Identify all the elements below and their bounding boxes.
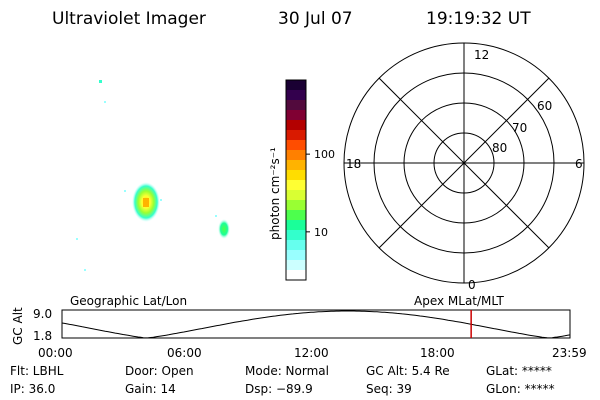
speck [124,190,126,192]
speck [99,80,102,83]
mlt-label-18: 18 [346,157,361,171]
polar-plot: 12 0 18 6 60 70 80 [343,42,585,292]
aurora-blob-core [143,198,149,207]
info-door: Door: Open [125,364,194,378]
instrument-info: Flt: LBHL Door: Open Mode: Normal GC Alt… [10,364,555,396]
color-bar-swatch [286,270,306,281]
info-gain: Gain: 14 [125,382,176,396]
orbit-x-tick-2359: 23:59 [552,346,587,360]
lat-label-80: 80 [492,141,507,155]
orbit-y-axis-label: GC Alt [11,307,25,345]
color-bar-swatch [286,170,306,181]
color-bar-swatch [286,210,306,221]
color-bar-swatch [286,260,306,271]
orbit-x-tick-1200: 12:00 [294,346,329,360]
orbit-x-tick-1800: 18:00 [420,346,455,360]
orbit-x-tick-0000: 00:00 [38,346,73,360]
orbit-frame [61,309,571,339]
color-bar-swatch [286,230,306,241]
mlt-label-6: 6 [575,157,583,171]
color-bar-swatch [286,110,306,121]
info-glon: GLon: ***** [486,382,555,396]
color-bar-swatch [286,180,306,191]
color-bar: 100 10 photon cm⁻²s⁻¹ [268,79,335,281]
color-bar-swatch [286,130,306,141]
orbit-altitude-plot: Geographic Lat/Lon Apex MLat/MLT GC Alt … [11,294,587,360]
orbit-y-tick-bottom: 1.8 [33,329,52,343]
info-ip: IP: 36.0 [10,382,55,396]
instrument-title: Ultraviolet Imager [52,9,206,29]
color-bar-swatch [286,120,306,131]
speck [84,269,86,271]
color-bar-swatches [286,80,306,281]
color-bar-swatch [286,250,306,261]
color-bar-tick-label: 10 [314,226,328,239]
speck [76,238,78,240]
time-label: 19:19:32 UT [426,9,531,29]
orbit-right-caption: Apex MLat/MLT [414,294,504,308]
aurora-blob-small [218,219,230,239]
color-bar-frame [285,79,307,281]
color-bar-swatch [286,90,306,101]
mlt-label-0: 0 [468,278,476,292]
speck [104,101,106,103]
color-bar-swatch [286,80,306,91]
orbit-y-tick-top: 9.0 [33,307,52,321]
color-bar-swatch [286,220,306,231]
uv-image [76,80,230,271]
polar-diagonal [378,77,550,249]
info-seq: Seq: 39 [366,382,412,396]
color-bar-swatch [286,160,306,171]
lat-label-60: 60 [537,99,552,113]
color-bar-swatch [286,190,306,201]
color-bar-unit-label: photon cm⁻²s⁻¹ [268,147,282,240]
color-bar-swatch [286,240,306,251]
orbit-left-caption: Geographic Lat/Lon [70,294,187,308]
lat-label-70: 70 [512,121,527,135]
info-gc-alt: GC Alt: 5.4 Re [366,364,450,378]
speck [215,215,217,217]
info-filter: Flt: LBHL [10,364,64,378]
info-mode: Mode: Normal [245,364,329,378]
info-glat: GLat: ***** [486,364,552,378]
color-bar-swatch [286,200,306,211]
color-bar-swatch [286,100,306,111]
mlt-label-12: 12 [474,48,489,62]
speck [160,199,162,201]
color-bar-swatch [286,140,306,151]
orbit-altitude-curve [61,310,571,339]
color-bar-tick-label: 100 [314,148,335,161]
date-label: 30 Jul 07 [278,9,353,29]
orbit-x-tick-0600: 06:00 [167,346,202,360]
color-bar-swatch [286,150,306,161]
info-dsp: Dsp: −89.9 [245,382,313,396]
